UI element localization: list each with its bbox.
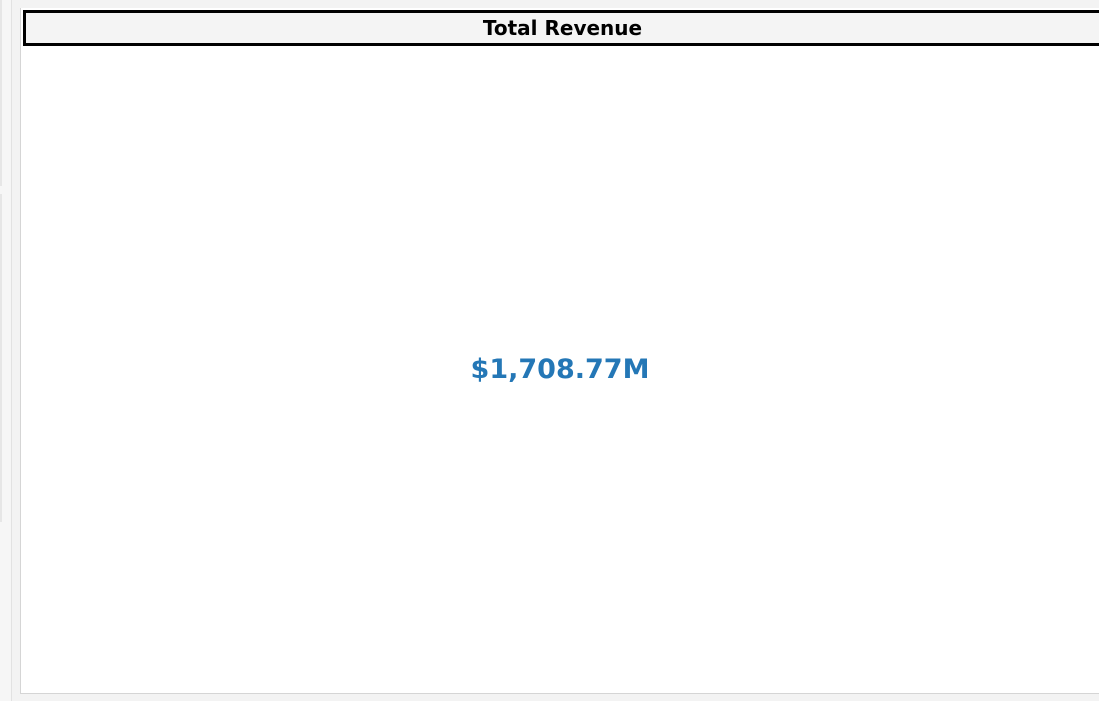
left-pane-divider-middle: [0, 194, 2, 522]
bottom-strip: [12, 694, 1099, 701]
card-title: Total Revenue: [23, 10, 1099, 46]
card-value: $1,708.77M: [470, 354, 650, 385]
left-pane-divider-top: [0, 0, 2, 186]
left-pane-edge[interactable]: [11, 0, 12, 701]
card-visual-total-revenue[interactable]: Total Revenue $1,708.77M: [20, 8, 1099, 694]
left-pane: [0, 0, 12, 701]
